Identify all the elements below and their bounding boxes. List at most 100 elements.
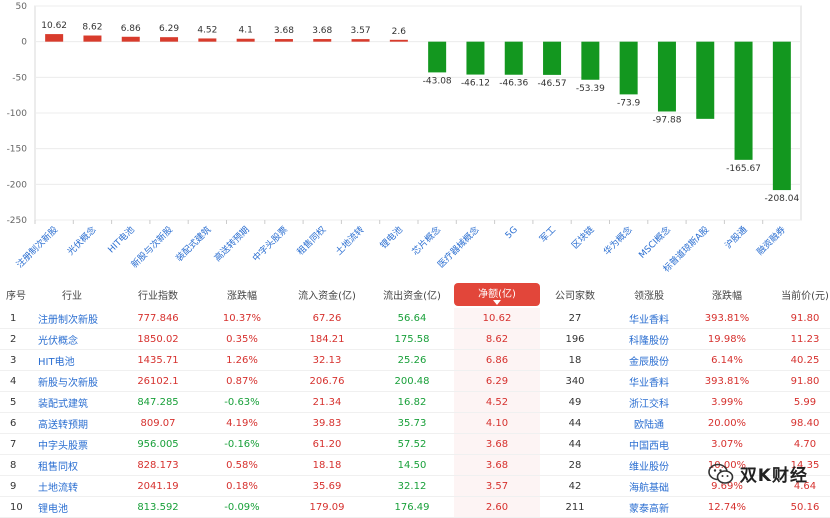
x-tick-label[interactable]: 芯片概念 <box>409 224 443 258</box>
x-tick-label[interactable]: 锂电池 <box>377 224 405 252</box>
row-leading-stock[interactable]: 海航基础 <box>610 475 688 497</box>
row-leading-change: 6.14% <box>688 349 766 371</box>
row-leading-stock[interactable]: 维业股份 <box>610 454 688 476</box>
row-inflow: 184.21 <box>284 328 370 350</box>
bar[interactable] <box>389 39 408 42</box>
row-industry[interactable]: 光伏概念 <box>28 328 116 350</box>
table-row[interactable]: 8 租售同权 828.173 0.58% 18.18 14.50 3.68 28 维业股份 10.… <box>0 454 830 476</box>
header-index-value[interactable]: 行业指数 <box>138 291 178 302</box>
bar[interactable] <box>313 39 332 42</box>
bar[interactable] <box>121 36 140 42</box>
bar[interactable] <box>657 41 676 112</box>
x-tick-label[interactable]: 装配式建筑 <box>173 224 213 264</box>
bar[interactable] <box>504 41 523 75</box>
row-current-price: 50.16 <box>766 496 830 518</box>
data-label: 6.86 <box>121 24 141 34</box>
bar[interactable] <box>83 35 102 42</box>
bar[interactable] <box>581 41 600 80</box>
header-outflow[interactable]: 流出资金(亿) <box>383 291 441 302</box>
row-industry[interactable]: 装配式建筑 <box>28 391 116 413</box>
row-change: 0.35% <box>200 328 284 350</box>
row-industry[interactable]: 租售同权 <box>28 454 116 476</box>
row-leading-stock[interactable]: 科隆股份 <box>610 328 688 350</box>
bar[interactable] <box>351 39 370 42</box>
x-tick-label[interactable]: 高送转预期 <box>211 224 251 264</box>
table-row[interactable]: 6 高送转预期 809.07 4.19% 39.83 35.73 4.10 44 欧陆通 20.0… <box>0 412 830 434</box>
row-net-amount: 3.57 <box>454 475 540 497</box>
header-leading-stock[interactable]: 领涨股 <box>634 291 664 302</box>
data-label: 3.68 <box>312 26 332 36</box>
row-industry[interactable]: 新股与次新股 <box>28 370 116 392</box>
row-leading-stock[interactable]: 蒙泰高新 <box>610 496 688 518</box>
x-tick-label[interactable]: 中字头股票 <box>250 224 290 264</box>
x-tick-label[interactable]: HIT电池 <box>105 224 137 256</box>
bar[interactable] <box>160 37 179 42</box>
table-row[interactable]: 5 装配式建筑 847.285 -0.63% 21.34 16.82 4.52 49 浙江交科 3… <box>0 391 830 413</box>
row-index-value: 2041.19 <box>116 475 200 497</box>
header-current-price[interactable]: 当前价(元) <box>781 291 829 302</box>
row-industry[interactable]: 注册制次新股 <box>28 308 116 329</box>
row-leading-change: 19.98% <box>688 328 766 350</box>
row-leading-stock[interactable]: 欧陆通 <box>610 412 688 434</box>
row-leading-stock[interactable]: 华业香料 <box>610 308 688 329</box>
table-row[interactable]: 4 新股与次新股 26102.1 0.87% 206.76 200.48 6.29 340 华业… <box>0 370 830 392</box>
header-leading-change[interactable]: 涨跌幅 <box>712 291 742 302</box>
bar[interactable] <box>696 41 715 119</box>
bar[interactable] <box>772 41 791 191</box>
x-tick-label[interactable]: 医疗器械概念 <box>435 224 482 271</box>
x-tick-label[interactable]: 光伏概念 <box>65 224 99 258</box>
row-net-amount: 8.62 <box>454 328 540 350</box>
table-row[interactable]: 7 中字头股票 956.005 -0.16% 61.20 57.52 3.68 44 中国西电 3… <box>0 433 830 455</box>
row-industry[interactable]: HIT电池 <box>28 349 116 371</box>
x-tick-label[interactable]: 租售同权 <box>294 224 328 258</box>
x-tick-label[interactable]: 土地流转 <box>333 224 367 258</box>
row-current-price: 4.64 <box>766 475 830 497</box>
row-industry[interactable]: 高送转预期 <box>28 412 116 434</box>
table-row[interactable]: 3 HIT电池 1435.71 1.26% 32.13 25.26 6.86 18 金辰股份 6.… <box>0 349 830 371</box>
bar[interactable] <box>236 38 255 42</box>
row-industry[interactable]: 中字头股票 <box>28 433 116 455</box>
row-outflow: 175.58 <box>370 328 454 350</box>
row-industry[interactable]: 锂电池 <box>28 496 116 518</box>
x-tick-label[interactable]: 融资融券 <box>754 224 788 258</box>
x-tick-label[interactable]: 华为概念 <box>601 224 635 258</box>
header-change[interactable]: 涨跌幅 <box>227 291 257 302</box>
x-tick-label[interactable]: 注册制次新股 <box>14 224 61 271</box>
table-row[interactable]: 1 注册制次新股 777.846 10.37% 67.26 56.64 10.62 27 华业香… <box>0 308 830 329</box>
row-leading-stock[interactable]: 中国西电 <box>610 433 688 455</box>
bar[interactable] <box>619 41 638 95</box>
row-outflow: 16.82 <box>370 391 454 413</box>
bar[interactable] <box>734 41 753 160</box>
row-industry[interactable]: 土地流转 <box>28 475 116 497</box>
header-inflow[interactable]: 流入资金(亿) <box>298 291 356 302</box>
bar[interactable] <box>198 38 217 42</box>
x-tick-label[interactable]: 军工 <box>538 224 559 245</box>
row-change: 0.87% <box>200 370 284 392</box>
bar[interactable] <box>466 41 485 75</box>
x-tick-label[interactable]: 新股与次新股 <box>128 224 175 271</box>
y-tick-label: -200 <box>7 180 28 190</box>
row-outflow: 200.48 <box>370 370 454 392</box>
header-net-amount[interactable]: 净额(亿) <box>454 281 540 308</box>
table-row[interactable]: 10 锂电池 813.592 -0.09% 179.09 176.49 2.60 211 蒙泰高… <box>0 496 830 518</box>
row-change: 4.19% <box>200 412 284 434</box>
data-label: -53.39 <box>576 84 605 94</box>
y-tick-label: 0 <box>21 38 27 48</box>
sort-active-badge[interactable]: 净额(亿) <box>454 283 540 306</box>
bar[interactable] <box>543 41 562 75</box>
x-tick-label[interactable]: 5G <box>504 225 520 241</box>
bar[interactable] <box>274 39 293 42</box>
bar[interactable] <box>428 41 447 73</box>
row-leading-stock[interactable]: 金辰股份 <box>610 349 688 371</box>
row-leading-stock[interactable]: 浙江交科 <box>610 391 688 413</box>
x-tick-label[interactable]: 沪股通 <box>722 224 750 252</box>
sort-down-icon <box>493 300 501 305</box>
x-tick-label[interactable]: 区块链 <box>569 224 597 252</box>
row-leading-stock[interactable]: 华业香料 <box>610 370 688 392</box>
header-industry[interactable]: 行业 <box>62 291 82 302</box>
header-company-count[interactable]: 公司家数 <box>555 291 595 302</box>
bar[interactable] <box>45 34 64 42</box>
table-row[interactable]: 2 光伏概念 1850.02 0.35% 184.21 175.58 8.62 196 科隆股份… <box>0 328 830 350</box>
x-tick-label[interactable]: MSCI概念 <box>636 224 673 261</box>
table-row[interactable]: 9 土地流转 2041.19 0.18% 35.69 32.12 3.57 42 海航基础 9.6… <box>0 475 830 497</box>
